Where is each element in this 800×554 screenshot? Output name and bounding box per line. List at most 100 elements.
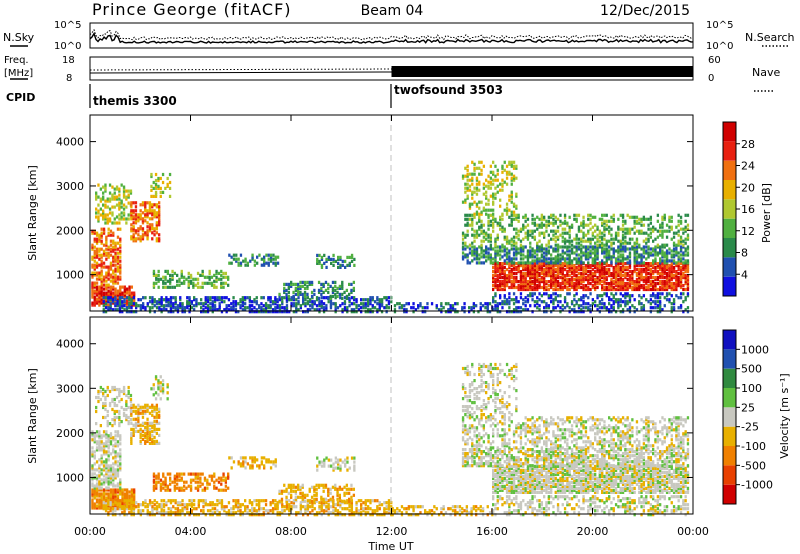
heat-cell (633, 306, 636, 310)
heat-cell (614, 235, 618, 239)
heat-cell (371, 298, 374, 302)
heat-cell (100, 259, 103, 263)
heat-cell (102, 261, 106, 265)
heat-cell (98, 484, 101, 488)
heat-cell (505, 280, 509, 284)
heat-cell (536, 264, 539, 268)
heat-cell (540, 266, 544, 270)
heat-cell (461, 247, 465, 251)
heat-cell (559, 300, 562, 304)
heat-cell (501, 284, 504, 288)
heat-cell (550, 264, 553, 268)
heat-cell (492, 178, 495, 182)
heat-cell (162, 306, 166, 310)
heat-cell (649, 264, 653, 268)
heat-cell (510, 247, 513, 251)
heat-cell (239, 304, 242, 308)
heat-cell (304, 304, 307, 308)
heat-cell (128, 298, 131, 302)
heat-cell (536, 223, 539, 227)
heat-cell (95, 285, 99, 289)
heat-cell (665, 276, 669, 280)
heat-cell (93, 494, 96, 498)
heat-cell (577, 245, 581, 249)
heat-cell (478, 215, 481, 219)
heat-cell (526, 300, 530, 304)
heat-cell (554, 247, 557, 251)
heat-cell (119, 249, 122, 253)
heat-cell (114, 490, 117, 494)
heat-cell (98, 442, 101, 446)
heat-cell (517, 287, 520, 292)
heat-cell (153, 310, 156, 314)
heat-cell (311, 302, 314, 306)
heat-cell (144, 213, 147, 217)
heat-cell (677, 229, 680, 233)
heat-cell (341, 259, 344, 263)
heat-cell (100, 448, 103, 452)
heat-cell (135, 310, 138, 314)
heat-cell (334, 288, 337, 292)
heat-cell (603, 229, 606, 233)
heat-cell (91, 478, 94, 482)
heat-cell (619, 243, 622, 247)
heat-cell (580, 308, 583, 312)
heat-cell (501, 184, 504, 188)
heat-cell (496, 284, 499, 288)
heat-cell (109, 478, 113, 482)
heat-cell (325, 304, 328, 308)
heat-cell (577, 272, 581, 276)
heat-cell (679, 227, 683, 231)
heat-cell (153, 407, 156, 411)
heat-cell (105, 283, 108, 287)
heat-cell (297, 284, 300, 288)
heat-cell (624, 292, 627, 296)
heat-cell (682, 274, 685, 278)
heat-cell (93, 432, 96, 436)
heat-cell (501, 272, 504, 276)
heat-cell (626, 266, 629, 270)
heat-cell (150, 188, 153, 192)
heat-cell (508, 257, 511, 261)
heat-cell (679, 276, 683, 280)
heat-cell (135, 306, 138, 310)
heat-cell (656, 287, 660, 292)
heat-cell (589, 264, 592, 268)
heat-cell (95, 442, 99, 446)
heat-cell (475, 255, 479, 259)
heat-cell (575, 284, 578, 288)
heat-cell (668, 219, 671, 223)
heat-cell (543, 278, 546, 282)
heat-cell (526, 264, 530, 268)
heat-cell (338, 286, 342, 290)
heat-cell (633, 287, 636, 292)
heat-cell (269, 298, 272, 302)
heat-cell (684, 247, 687, 251)
heat-cell (297, 286, 300, 290)
heat-cell (485, 184, 488, 188)
heat-cell (108, 422, 112, 426)
heat-cell (635, 229, 639, 233)
heat-cell (494, 251, 497, 255)
heat-cell (628, 237, 632, 241)
heat-cell (517, 247, 520, 251)
heat-cell (492, 215, 495, 219)
heat-cell (510, 160, 513, 164)
heat-cell (640, 296, 643, 300)
heat-cell (253, 300, 256, 304)
heat-cell (499, 296, 502, 300)
heat-cell (152, 194, 155, 198)
heat-cell (161, 387, 165, 391)
heat-cell (668, 247, 671, 251)
heat-cell (331, 294, 335, 298)
heat-cell (171, 285, 174, 289)
heat-cell (617, 262, 620, 266)
heat-cell (522, 264, 525, 268)
heat-cell (499, 188, 502, 192)
heat-cell (510, 237, 513, 241)
heat-cell (614, 270, 618, 274)
heat-cell (464, 182, 467, 186)
heat-cell (626, 278, 629, 282)
heat-cell (100, 287, 103, 291)
heat-cell (626, 227, 629, 231)
